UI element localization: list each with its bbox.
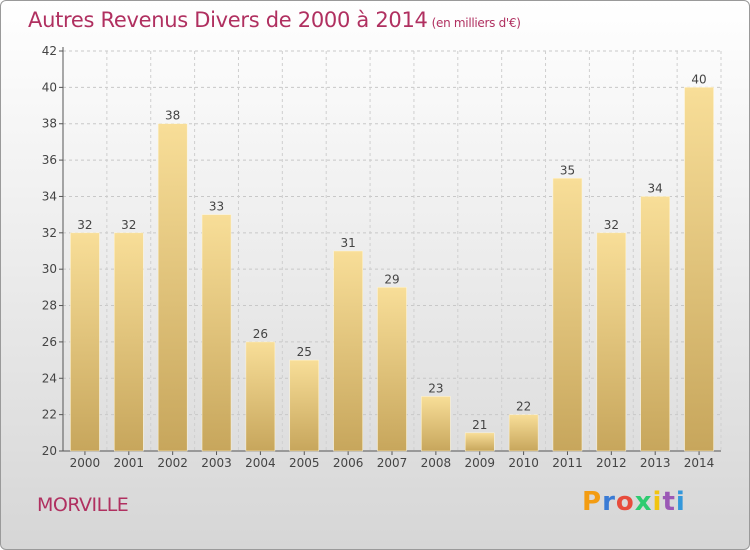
x-tick-label: 2012 xyxy=(596,456,627,470)
bar xyxy=(640,196,670,452)
logo-letter: i xyxy=(675,487,686,517)
y-tick-label: 40 xyxy=(42,80,57,94)
logo-letter: x xyxy=(634,487,653,517)
data-label: 29 xyxy=(384,272,399,286)
proxiti-logo: Proxiti xyxy=(582,487,686,517)
logo-letter: r xyxy=(602,487,616,517)
bar xyxy=(377,287,407,452)
logo-letter: t xyxy=(662,487,676,517)
y-tick-label: 32 xyxy=(42,226,57,240)
bar xyxy=(70,232,100,452)
bar xyxy=(508,414,539,452)
x-tick-label: 2007 xyxy=(377,456,408,470)
town-name: MORVILLE xyxy=(37,494,129,516)
x-tick-label: 2006 xyxy=(333,456,364,470)
data-label: 40 xyxy=(691,72,706,86)
title-unit: (en milliers d'€) xyxy=(431,16,521,30)
y-tick-label: 34 xyxy=(42,189,57,203)
logo-letter: i xyxy=(652,487,663,517)
x-tick-label: 2004 xyxy=(245,456,276,470)
data-label: 35 xyxy=(560,163,575,177)
data-label: 38 xyxy=(165,109,180,123)
bar xyxy=(596,232,627,452)
x-tick-label: 2010 xyxy=(508,456,539,470)
x-tick-label: 2002 xyxy=(157,456,188,470)
data-label: 21 xyxy=(472,418,487,432)
labels: 32 2000 32 2001 38 2002 33 2003 26 2004 25 2005 31 20… xyxy=(70,72,715,470)
data-label: 32 xyxy=(77,218,92,232)
bar xyxy=(157,123,188,452)
y-tick-label: 38 xyxy=(42,117,57,131)
x-tick-label: 2014 xyxy=(684,456,715,470)
data-label: 23 xyxy=(428,381,443,395)
title-text: Autres Revenus Divers de 2000 à 2014 xyxy=(28,8,428,32)
data-label: 25 xyxy=(297,345,312,359)
bar xyxy=(245,341,276,452)
bar xyxy=(464,432,495,452)
bar xyxy=(333,250,363,452)
x-tick-label: 2000 xyxy=(70,456,101,470)
logo-letter: o xyxy=(615,487,635,517)
data-label: 33 xyxy=(209,200,224,214)
y-tick-label: 26 xyxy=(42,335,57,349)
y-tick-label: 30 xyxy=(42,262,57,276)
x-tick-label: 2003 xyxy=(201,456,232,470)
data-label: 31 xyxy=(340,236,355,250)
bar xyxy=(684,87,714,452)
bar xyxy=(114,232,144,452)
chart-title: Autres Revenus Divers de 2000 à 2014 (en … xyxy=(28,8,521,32)
bar xyxy=(201,214,232,452)
x-tick-label: 2001 xyxy=(114,456,145,470)
y-tick-label: 42 xyxy=(42,44,57,58)
y-tick-label: 20 xyxy=(42,444,57,458)
x-tick-label: 2005 xyxy=(289,456,320,470)
data-label: 32 xyxy=(121,218,136,232)
x-tick-label: 2013 xyxy=(640,456,671,470)
data-label: 26 xyxy=(253,327,268,341)
y-tick-label: 36 xyxy=(42,153,57,167)
y-tick-label: 22 xyxy=(42,408,57,422)
data-label: 34 xyxy=(648,181,663,195)
x-tick-label: 2009 xyxy=(464,456,495,470)
data-label: 32 xyxy=(604,218,619,232)
bar xyxy=(289,359,320,452)
bar xyxy=(552,178,583,452)
bar xyxy=(421,396,451,452)
logo-letter: P xyxy=(582,487,603,517)
data-label: 22 xyxy=(516,400,531,414)
x-tick-label: 2011 xyxy=(552,456,583,470)
bars xyxy=(70,87,714,452)
y-tick-label: 24 xyxy=(42,371,57,385)
y-tick-label: 28 xyxy=(42,299,57,313)
x-tick-label: 2008 xyxy=(421,456,452,470)
